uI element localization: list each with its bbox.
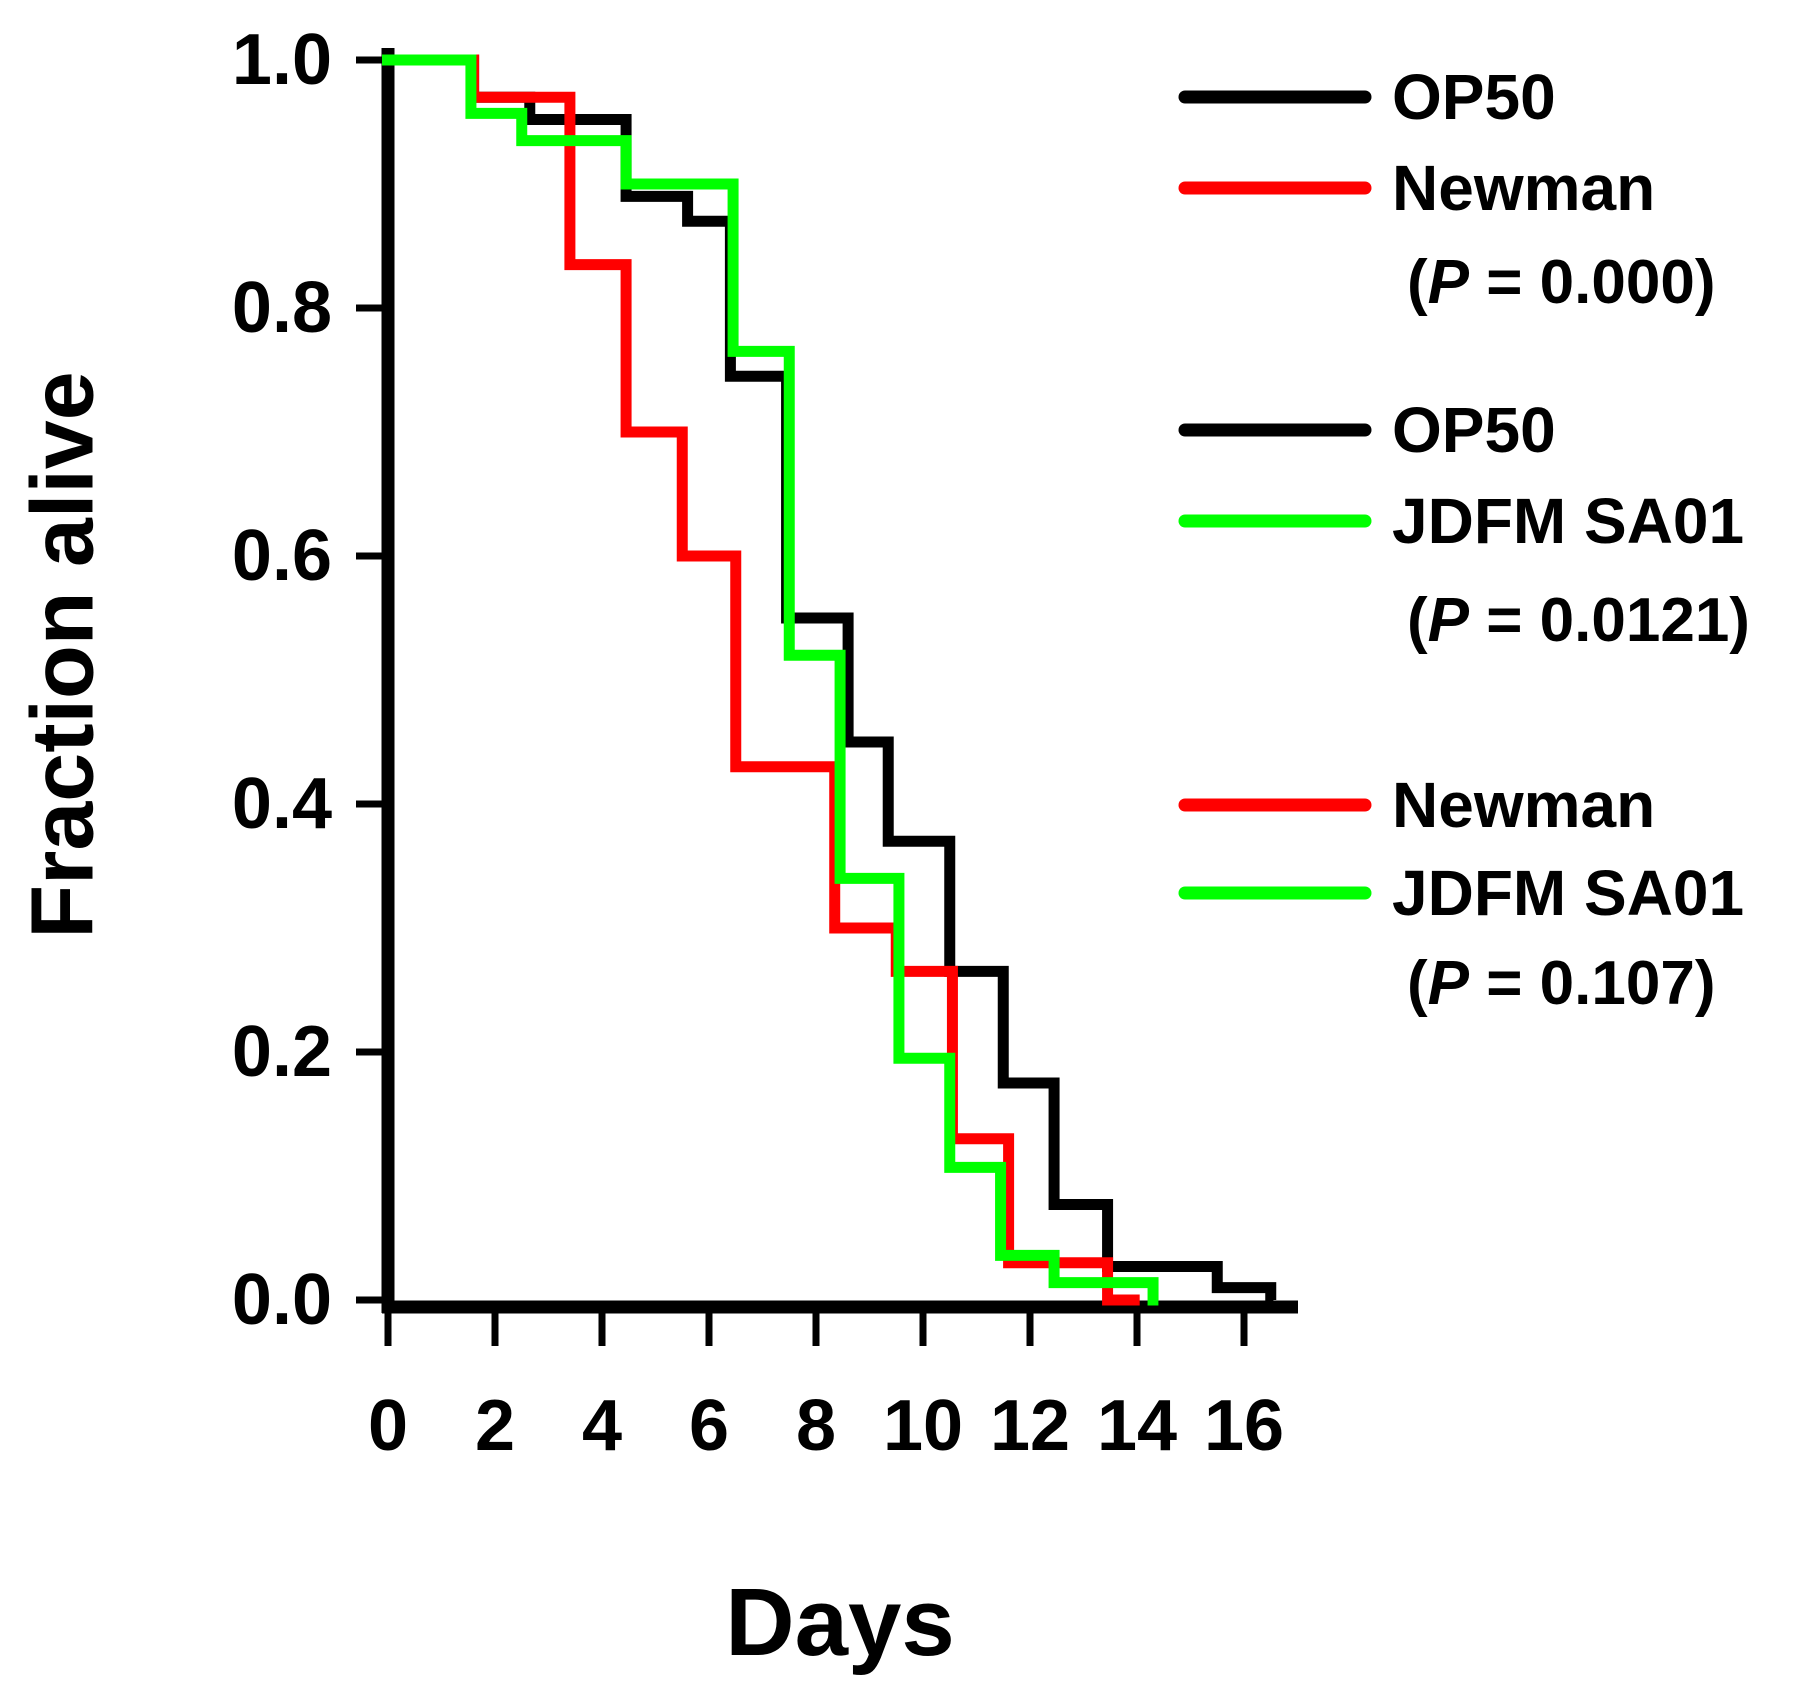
y-tick-label: 0.0 xyxy=(232,1260,332,1340)
legend-p-value: (P = 0.000) xyxy=(1407,248,1715,317)
legend-label-jdfm-sa01: JDFM SA01 xyxy=(1392,857,1744,929)
y-axis-title: Fraction alive xyxy=(13,371,112,938)
legend-p-value: (P = 0.107) xyxy=(1407,949,1715,1018)
x-tick-label: 4 xyxy=(582,1386,622,1466)
x-tick-label: 10 xyxy=(883,1386,963,1466)
legend-label-op50: OP50 xyxy=(1392,61,1556,133)
y-tick-label: 1.0 xyxy=(232,20,332,100)
legend-label-newman: Newman xyxy=(1392,769,1655,841)
x-axis-title: Days xyxy=(725,1569,955,1676)
legend-label-newman: Newman xyxy=(1392,152,1655,224)
y-tick-label: 0.2 xyxy=(232,1012,332,1092)
x-tick-label: 6 xyxy=(689,1386,729,1466)
y-tick-label: 0.8 xyxy=(232,268,332,348)
y-tick-label: 0.6 xyxy=(232,516,332,596)
legend-group-1: OP50 Newman (P = 0.000) xyxy=(1178,61,1715,317)
x-tick-label: 0 xyxy=(368,1386,408,1466)
x-tick-label: 2 xyxy=(475,1386,515,1466)
x-tick-label: 12 xyxy=(990,1386,1070,1466)
op50-curve xyxy=(382,54,1277,1306)
survival-curves xyxy=(382,54,1277,1306)
jdfm-sa01-curve xyxy=(382,54,1159,1306)
newman-curve xyxy=(382,54,1140,1306)
legend-label-op50: OP50 xyxy=(1392,394,1556,466)
legend-p-value: (P = 0.0121) xyxy=(1407,586,1750,655)
y-tick-label: 0.4 xyxy=(232,764,332,844)
legend: OP50 Newman (P = 0.000) OP50 JDFM SA01 (P = 0… xyxy=(1178,61,1750,1018)
axes: 1.0 0.8 0.6 0.4 0.2 0.0 0 2 4 6 8 10 12 14 16 xyxy=(232,20,1298,1466)
x-tick-label: 16 xyxy=(1204,1386,1284,1466)
legend-label-jdfm-sa01: JDFM SA01 xyxy=(1392,485,1744,557)
x-tick-label: 14 xyxy=(1097,1386,1177,1466)
legend-group-3: Newman JDFM SA01 (P = 0.107) xyxy=(1178,769,1744,1018)
legend-group-2: OP50 JDFM SA01 (P = 0.0121) xyxy=(1178,394,1750,655)
x-tick-label: 8 xyxy=(796,1386,836,1466)
